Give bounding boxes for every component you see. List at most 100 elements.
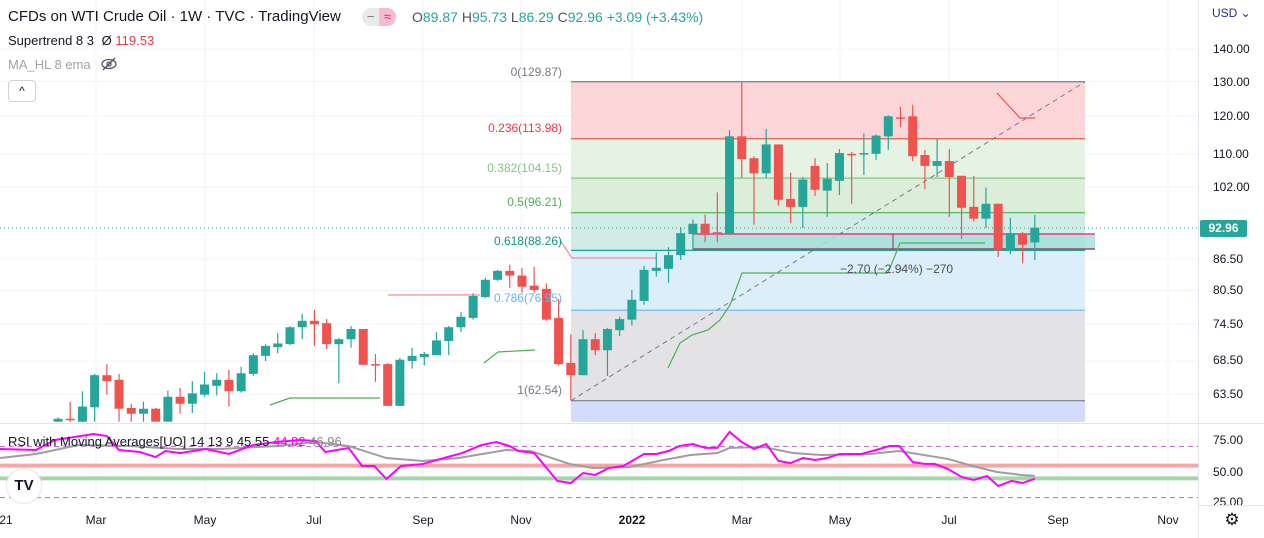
symbol-toggle-pill[interactable]: − ≈ — [362, 8, 396, 26]
candle — [248, 353, 258, 376]
candle-body — [590, 339, 600, 351]
candle-body — [358, 329, 368, 365]
candle — [468, 293, 478, 320]
candle-body — [627, 299, 637, 320]
chart-canvas[interactable]: 0(129.87) 0.236(113.98) 0.382(104.15) 0.… — [0, 0, 1198, 505]
candle-body — [53, 418, 63, 422]
candles — [53, 81, 1040, 422]
candle — [358, 329, 368, 365]
candle-body — [285, 327, 295, 345]
axis-separator — [1199, 423, 1264, 424]
candle-body — [175, 396, 185, 404]
fib-zone — [571, 138, 1085, 179]
supertrend-value: 119.53 — [115, 33, 155, 48]
rsi-line — [0, 430, 1036, 488]
candle-body — [981, 203, 991, 219]
candle-body — [700, 223, 710, 234]
candle-body — [248, 355, 258, 374]
candle — [517, 267, 527, 293]
candle — [102, 364, 112, 395]
last-price-tag: 92.96 — [1200, 220, 1247, 237]
candle — [834, 149, 844, 195]
candle-body — [725, 136, 735, 235]
candle-body — [957, 175, 967, 208]
open-value: 89.87 — [422, 9, 458, 25]
candle — [297, 313, 307, 340]
candle-body — [871, 135, 881, 154]
candle-body — [200, 384, 210, 395]
candle — [859, 133, 869, 175]
time-tick: Nov — [1157, 513, 1179, 527]
candle — [419, 352, 429, 366]
rsi-name: RSI with Moving Averages[UO] 14 13 9 45 … — [8, 434, 270, 449]
candle-body — [676, 233, 686, 256]
candle — [444, 326, 454, 356]
ohlc-values: O89.87 H95.73 L86.29 C92.96 +3.09 (+3.43… — [412, 9, 703, 25]
candle — [273, 333, 283, 354]
currency-dropdown[interactable]: USD ⌄ — [1212, 6, 1251, 20]
fib-label-05: 0.5(96.21) — [507, 195, 562, 209]
price-tick: 110.00 — [1213, 147, 1249, 161]
candle — [712, 192, 722, 243]
time-tick: Mar — [731, 513, 753, 527]
candle — [493, 269, 503, 281]
open-label: O — [412, 9, 423, 25]
price-axis[interactable]: 140.00 130.00 120.00 110.00 102.00 86.50… — [1198, 0, 1264, 538]
candle-body — [566, 362, 576, 376]
candle — [590, 333, 600, 356]
candle-body — [346, 329, 356, 340]
fib-zone-extension — [571, 400, 1085, 422]
candle — [908, 104, 918, 162]
candle — [261, 344, 271, 361]
candle-body — [737, 136, 747, 160]
fib-label-0618: 0.618(88.26) — [494, 234, 562, 248]
candle — [761, 128, 771, 178]
candle-body — [798, 179, 808, 207]
fib-label-0: 0(129.87) — [511, 65, 562, 79]
candle-body — [944, 161, 954, 178]
indicator-ma-hl[interactable]: MA_HL 8 ema — [8, 57, 118, 72]
candle-body — [786, 198, 796, 207]
fib-retracement[interactable] — [570, 81, 1086, 431]
rsi-legend[interactable]: RSI with Moving Averages[UO] 14 13 9 45 … — [8, 434, 342, 449]
candle-body — [554, 317, 564, 365]
rsi-tick: 50.00 — [1213, 465, 1244, 479]
candle-body — [236, 373, 246, 392]
fib-label-0382: 0.382(104.15) — [487, 161, 562, 175]
candle — [688, 219, 698, 251]
candle — [187, 381, 197, 413]
candle-body — [297, 320, 307, 328]
time-tick: Sep — [412, 513, 434, 527]
candle — [138, 401, 148, 422]
candle-body — [810, 165, 820, 190]
supertrend-symbol: Ø — [101, 33, 112, 48]
candle — [383, 362, 393, 406]
time-tick: Nov — [510, 513, 532, 527]
candle — [810, 158, 820, 196]
indicator-supertrend[interactable]: Supertrend 8 3 Ø 119.53 — [8, 33, 154, 48]
candle-body — [847, 153, 857, 156]
candle-body — [883, 116, 893, 137]
candle-body — [444, 327, 454, 342]
candle-body — [651, 267, 661, 271]
candle-body — [432, 340, 442, 356]
candle-body — [456, 316, 466, 328]
candle-body — [114, 379, 124, 409]
time-tick: Jul — [941, 513, 957, 527]
tradingview-logo[interactable]: TV — [6, 468, 42, 504]
candle — [541, 283, 551, 321]
minus-icon[interactable]: − — [366, 9, 375, 24]
gear-icon[interactable]: ⚙ — [1224, 510, 1240, 529]
candle-body — [859, 153, 869, 155]
candle-body — [407, 355, 417, 361]
collapse-legend-button[interactable]: ^ — [8, 80, 36, 102]
candle — [847, 151, 857, 204]
candle-body — [822, 178, 832, 191]
candle-body — [664, 255, 673, 269]
wave-icon[interactable]: ≈ — [379, 8, 396, 26]
eye-off-icon[interactable] — [100, 57, 118, 71]
candle — [822, 163, 832, 217]
price-tick: 86.50 — [1213, 252, 1244, 266]
candle — [90, 373, 100, 422]
candle — [554, 299, 564, 366]
